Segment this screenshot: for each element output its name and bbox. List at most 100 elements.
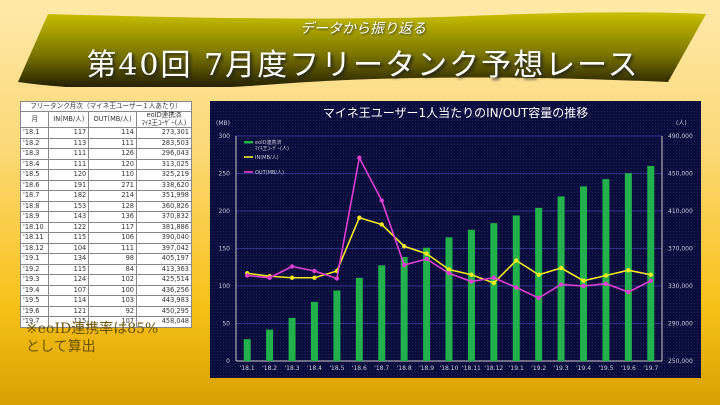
- data-point: [536, 272, 541, 277]
- cell-in: 121: [48, 305, 90, 317]
- table-row: '18.6 191 271 338,620: [19, 179, 193, 191]
- cell-month: '18.7: [19, 190, 50, 202]
- legend-label: eoID連携済: [255, 139, 281, 146]
- data-point: [491, 275, 497, 280]
- table-row: '19.5 114 103 443,983: [19, 295, 193, 307]
- chart-title: マイネ王ユーザー1人当たりのIN/OUT容量の推移: [322, 106, 589, 120]
- bar: [535, 207, 543, 361]
- bar: [400, 257, 408, 361]
- cell-users: 273,301: [135, 127, 193, 139]
- cell-out: 92: [88, 305, 137, 317]
- x-tick-label: '18.10: [440, 365, 459, 372]
- footnote: ※eoID連携率は85% として算出: [26, 320, 158, 356]
- data-point: [289, 264, 295, 269]
- data-point: [379, 222, 384, 227]
- table-row: '18.5 120 110 325,219: [19, 169, 193, 181]
- cell-in: 120: [48, 169, 90, 181]
- data-table: フリータンク月次（マイネ王ユーザー１人あたり） 月 IN(MB/人) OUT(M…: [19, 101, 193, 328]
- x-tick-label: '18.11: [462, 365, 481, 372]
- data-point: [357, 155, 362, 160]
- data-point: [648, 278, 653, 283]
- x-tick-label: '18.9: [419, 365, 434, 372]
- legend-label: ﾏｲﾈ王ﾕｰｻﾞｰ(人): [255, 145, 289, 152]
- cell-month: '19.6: [19, 305, 50, 317]
- bar: [310, 301, 318, 361]
- cell-users: 413,363: [135, 263, 193, 275]
- cell-users: 405,197: [135, 253, 193, 265]
- x-tick-label: '18.4: [307, 365, 322, 372]
- table-row: '18.1 117 114 273,301: [19, 127, 193, 139]
- cell-in: 115: [48, 232, 90, 244]
- title-banner: データから振り返る 第40回 7月度フリータンク予想レース: [18, 12, 708, 87]
- data-point: [491, 280, 497, 286]
- cell-in: 114: [48, 295, 90, 307]
- right-axis-tick: 410,000: [668, 208, 693, 215]
- cell-out: 102: [88, 274, 137, 286]
- cell-in: 143: [48, 211, 90, 223]
- data-point: [603, 273, 609, 278]
- left-axis-tick: 300: [219, 133, 231, 140]
- cell-out: 110: [88, 169, 137, 181]
- right-axis-tick: 250,000: [668, 358, 693, 365]
- cell-in: 191: [48, 179, 90, 191]
- data-point: [558, 265, 564, 271]
- cell-users: 397,042: [135, 242, 193, 254]
- data-point: [626, 268, 631, 273]
- data-point: [514, 258, 519, 263]
- cell-in: 104: [48, 242, 90, 254]
- cell-month: '18.9: [19, 211, 50, 223]
- bar: [266, 329, 274, 361]
- data-point: [424, 251, 429, 256]
- cell-month: '19.5: [19, 295, 50, 307]
- cell-users: 370,832: [135, 211, 193, 223]
- cell-users: 381,886: [135, 221, 193, 233]
- cell-users: 325,219: [135, 169, 193, 181]
- right-axis-tick: 290,000: [668, 321, 693, 328]
- banner-subtitle: データから振り返る: [300, 21, 426, 37]
- cell-month: '18.5: [19, 169, 50, 181]
- cell-month: '19.1: [19, 253, 50, 265]
- data-point: [581, 278, 586, 283]
- table-row: '18.4 111 120 313,025: [19, 158, 193, 170]
- cell-in: 134: [48, 253, 90, 265]
- data-point: [357, 215, 362, 220]
- x-tick-label: '18.5: [329, 365, 344, 372]
- bar: [467, 229, 475, 361]
- x-tick-label: '19.6: [621, 365, 636, 372]
- data-point: [401, 244, 407, 249]
- footnote-line1: ※eoID連携率は85%: [26, 321, 159, 337]
- cell-month: '18.11: [19, 232, 50, 244]
- cell-in: 115: [48, 263, 90, 275]
- table-title: フリータンク月次（マイネ王ユーザー１人あたり）: [20, 101, 192, 112]
- data-point: [626, 289, 631, 295]
- data-point: [312, 268, 317, 274]
- cell-out: 117: [88, 221, 137, 233]
- x-tick-label: '18.1: [240, 365, 255, 372]
- cell-in: 107: [48, 284, 90, 296]
- right-axis-unit: (人): [676, 120, 687, 127]
- right-axis-tick: 490,000: [668, 133, 693, 140]
- x-tick-label: '18.7: [374, 365, 389, 372]
- table-row: '19.7 115 107 458,048: [19, 316, 193, 328]
- x-tick-label: '18.2: [262, 365, 277, 372]
- data-point: [245, 273, 250, 278]
- data-point: [514, 285, 519, 290]
- footnote-line2: として算出: [26, 339, 96, 355]
- cell-out: 100: [88, 284, 137, 296]
- cell-users: 360,826: [135, 200, 193, 212]
- bar: [378, 265, 386, 361]
- cell-month: '19.3: [19, 274, 50, 286]
- cell-out: 214: [88, 190, 137, 202]
- col-month: 月: [19, 111, 50, 128]
- cell-in: 111: [48, 158, 90, 170]
- bar: [355, 277, 363, 361]
- table-row: '18.8 153 128 360,826: [19, 200, 193, 212]
- x-tick-label: '19.5: [598, 365, 613, 372]
- right-axis-tick: 450,000: [668, 171, 693, 178]
- data-point: [401, 262, 407, 268]
- data-point: [379, 198, 384, 203]
- bar: [243, 339, 251, 361]
- cell-out: 114: [88, 127, 137, 139]
- cell-out: 136: [88, 211, 137, 223]
- cell-users: 436,256: [135, 284, 193, 296]
